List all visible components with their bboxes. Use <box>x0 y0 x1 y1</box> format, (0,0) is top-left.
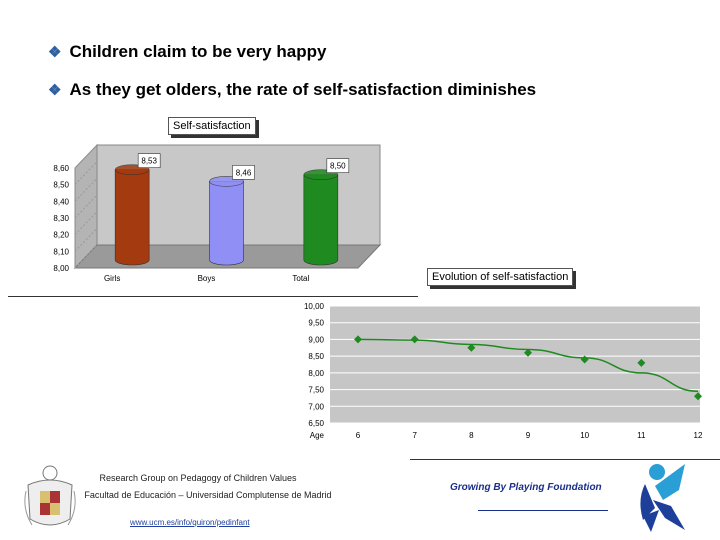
line-chart-x-tick: 6 <box>356 431 361 440</box>
line-chart-y-tick: 8,50 <box>308 352 324 361</box>
line-chart-point-age-7 <box>410 335 419 344</box>
bullet-2: ❖ As they get olders, the rate of self-s… <box>48 80 536 100</box>
bullet-1-text: Children claim to be very happy <box>69 42 327 61</box>
bar-chart-gridline <box>74 144 98 169</box>
line-chart-y-tick: 9,50 <box>308 319 324 328</box>
bar-chart-y-tick: 8,50 <box>53 181 69 190</box>
bar-chart-y-tick: 8,30 <box>53 214 69 223</box>
line-chart-y-tick: 8,00 <box>308 369 324 378</box>
line-chart-point-age-6 <box>354 335 362 344</box>
line-chart-x-tick: 12 <box>694 431 703 440</box>
playing-figure-logo-icon <box>633 460 693 534</box>
bar-category-label: Total <box>292 274 309 283</box>
diamond-bullet-icon: ❖ <box>48 44 62 61</box>
faculty-text: Facultad de Educación – Universidad Comp… <box>84 490 332 500</box>
diamond-bullet-icon: ❖ <box>48 82 62 99</box>
line-chart-point-age-10 <box>580 355 589 364</box>
bar-data-label-box <box>232 165 255 180</box>
line-chart-point-age-9 <box>524 348 532 357</box>
bar-chart-y-tick: 8,10 <box>53 247 69 256</box>
bar-chart-y-tick: 8,40 <box>53 197 69 206</box>
line-chart-x-tick: 11 <box>637 431 646 440</box>
line-chart-x-axis-label: Age <box>310 431 325 440</box>
bullet-2-text: As they get olders, the rate of self-sat… <box>69 80 537 99</box>
bar-chart-gridline <box>74 194 98 219</box>
bar-chart-gridline <box>74 177 98 202</box>
bar-chart-gridline <box>74 161 98 186</box>
line-chart-title: Evolution of self-satisfaction <box>427 268 574 286</box>
line-chart-point-age-11 <box>637 358 646 367</box>
line-chart-y-tick: 7,00 <box>308 402 324 411</box>
website-link[interactable]: www.ucm.es/info/quiron/pedinfant <box>130 518 250 527</box>
bar-category-label: Girls <box>104 274 120 283</box>
bar-category-label: Boys <box>198 274 216 283</box>
university-seal-icon <box>22 461 78 533</box>
line-chart-plot-area <box>330 306 700 423</box>
bar-data-label: 8,53 <box>141 157 157 166</box>
bar-data-label-box <box>326 158 350 173</box>
bar-total <box>303 174 339 266</box>
foundation-name: Growing By Playing Foundation <box>450 482 602 493</box>
divider-right <box>410 459 720 460</box>
line-chart-point-age-8 <box>467 343 476 352</box>
bar-chart-y-tick: 8,00 <box>53 264 69 273</box>
line-chart-y-tick: 10,00 <box>304 302 325 311</box>
divider-left <box>8 296 418 297</box>
bar-chart-y-tick: 8,60 <box>53 164 69 173</box>
bar-data-label-box <box>137 153 161 168</box>
foundation-underline <box>478 510 608 511</box>
bar-chart-title: Self-satisfaction <box>168 117 256 135</box>
line-chart-point-age-12 <box>694 392 702 401</box>
bar-chart-gridline <box>74 211 98 236</box>
line-chart-x-tick: 10 <box>580 431 589 440</box>
research-group-text: Research Group on Pedagogy of Children V… <box>99 473 297 483</box>
line-chart-y-tick: 6,50 <box>308 419 324 428</box>
bar-chart-gridline <box>74 244 98 269</box>
bar-data-label: 8,46 <box>236 168 252 177</box>
bullet-1: ❖ Children claim to be very happy <box>48 42 326 62</box>
line-chart-x-tick: 9 <box>526 431 531 440</box>
line-chart-y-tick: 7,50 <box>308 386 324 395</box>
bar-chart-gridline <box>74 227 98 252</box>
line-chart-y-tick: 9,00 <box>308 335 324 344</box>
bar-girls <box>114 169 150 266</box>
bar-boys <box>209 181 244 266</box>
line-chart-x-tick: 8 <box>469 431 474 440</box>
line-chart-x-tick: 7 <box>412 431 417 440</box>
bar-chart-y-tick: 8,20 <box>53 231 69 240</box>
bar-data-label: 8,50 <box>330 162 346 171</box>
